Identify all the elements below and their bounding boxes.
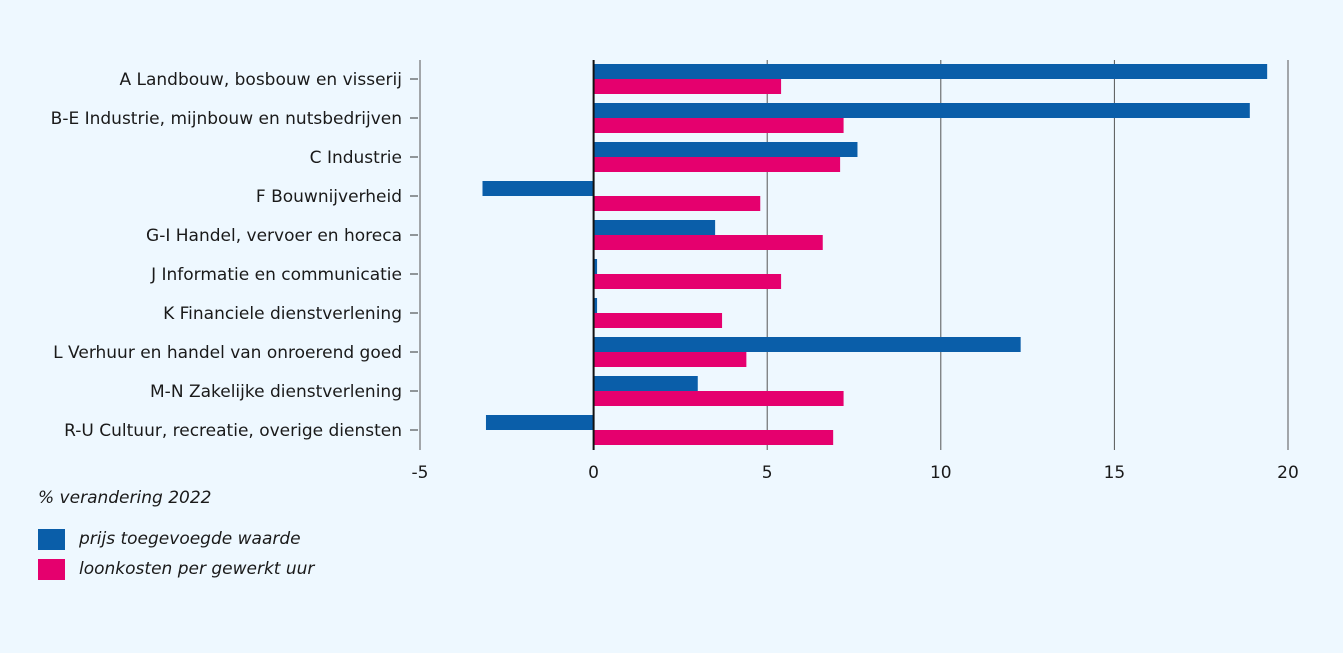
bar-prijs-8 <box>593 376 698 391</box>
bar-prijs-1 <box>593 103 1250 118</box>
bar-loonkosten-3 <box>593 196 761 211</box>
bar-prijs-5 <box>593 259 598 274</box>
bar-loonkosten-4 <box>593 235 823 250</box>
category-label: J Informatie en communicatie <box>150 265 402 285</box>
category-label: L Verhuur en handel van onroerend goed <box>53 343 402 363</box>
bar-prijs-3 <box>482 181 594 196</box>
x-tick-label: 10 <box>930 463 952 483</box>
x-tick-label: 0 <box>588 463 599 483</box>
bar-loonkosten-8 <box>593 391 844 406</box>
category-label: K Financiele dienstverlening <box>163 304 402 324</box>
x-tick-label: 5 <box>762 463 773 483</box>
category-label: A Landbouw, bosbouw en visserij <box>119 70 402 90</box>
bars <box>482 64 1268 445</box>
x-tick-label: -5 <box>412 463 429 483</box>
bar-loonkosten-0 <box>593 79 782 94</box>
category-label: C Industrie <box>310 148 402 168</box>
bar-loonkosten-7 <box>593 352 747 367</box>
category-label: B-E Industrie, mijnbouw en nutsbedrijven <box>51 109 402 129</box>
bar-loonkosten-1 <box>593 118 844 133</box>
tick-labels: -5 0 5 10 15 20 <box>412 463 1299 483</box>
bar-prijs-4 <box>593 220 716 235</box>
bar-prijs-6 <box>593 298 598 313</box>
x-tick-label: 20 <box>1277 463 1299 483</box>
bar-loonkosten-2 <box>593 157 841 172</box>
bar-loonkosten-5 <box>593 274 782 289</box>
x-tick-label: 15 <box>1104 463 1126 483</box>
category-label: G-I Handel, vervoer en horeca <box>146 226 402 246</box>
legend-swatch-loonkosten <box>38 558 65 580</box>
category-label: M-N Zakelijke dienstverlening <box>150 382 402 402</box>
bar-loonkosten-6 <box>593 313 723 328</box>
category-label: F Bouwnijverheid <box>256 187 402 207</box>
legend-label-prijs: prijs toegevoegde waarde <box>79 529 301 549</box>
axes <box>410 60 595 450</box>
category-labels: A Landbouw, bosbouw en visserij B-E Indus… <box>51 70 402 441</box>
legend-title: % verandering 2022 <box>38 488 212 508</box>
legend-label-loonkosten: loonkosten per gewerkt uur <box>79 559 315 579</box>
bar-prijs-9 <box>485 415 594 430</box>
legend-item-prijs: prijs toegevoegde waarde <box>38 524 314 554</box>
bar-prijs-2 <box>593 142 858 157</box>
legend: % verandering 2022 prijs toegevoegde waa… <box>38 488 314 584</box>
bar-loonkosten-9 <box>593 430 834 445</box>
category-label: R-U Cultuur, recreatie, overige diensten <box>64 421 402 441</box>
gridlines <box>419 60 1289 450</box>
legend-item-loonkosten: loonkosten per gewerkt uur <box>38 554 314 584</box>
legend-swatch-prijs <box>38 528 65 550</box>
bar-prijs-7 <box>593 337 1021 352</box>
bar-prijs-0 <box>593 64 1268 79</box>
